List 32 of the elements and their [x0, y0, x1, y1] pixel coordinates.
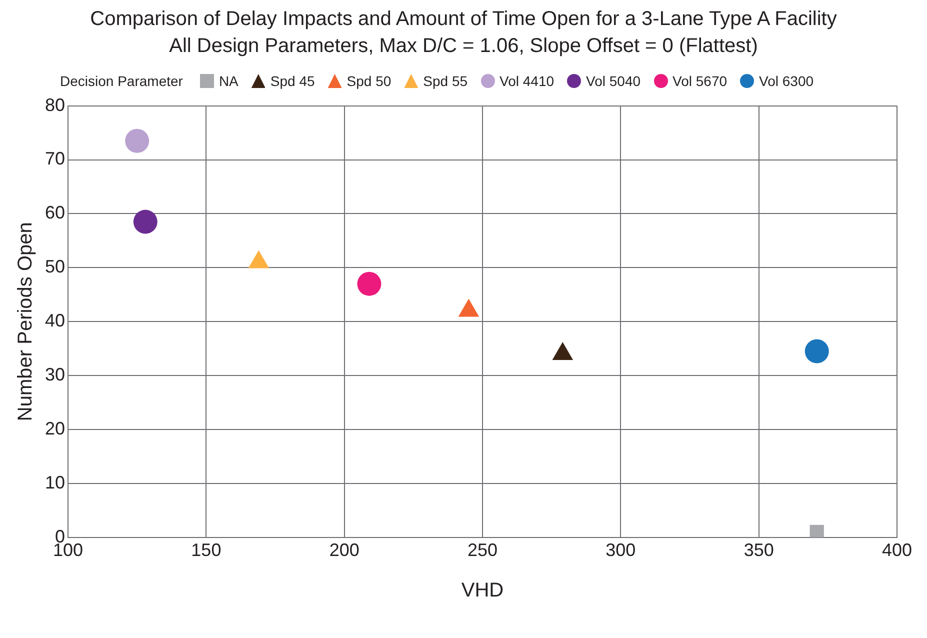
chart-subtitle: All Design Parameters, Max D/C = 1.06, Slope Offset = 0 (Flattest)	[168, 34, 759, 59]
y-axis-title: Number Periods Open	[14, 222, 37, 422]
legend-title: Decision Parameter	[60, 73, 183, 89]
point	[125, 128, 150, 153]
y-tick-label: 70	[44, 148, 66, 169]
point	[133, 210, 158, 234]
legend-label: Spd 50	[346, 73, 392, 89]
point	[357, 272, 382, 296]
x-axis-title: VHD	[461, 580, 504, 602]
y-tick-label: 20	[44, 418, 66, 438]
chart-title: Comparison of Delay Impacts and Amount of Time Open for a 3-Lane Type A Facility	[89, 7, 838, 32]
y-tick-label: 60	[44, 202, 66, 223]
y-tick-label: 30	[44, 364, 66, 385]
x-tick-label: 250	[467, 540, 498, 560]
y-tick-label: 80	[44, 94, 66, 115]
point	[810, 524, 824, 538]
legend-label: Vol 6300	[759, 73, 814, 89]
x-tick-label: 300	[606, 540, 636, 560]
x-tick-label: 200	[329, 540, 360, 560]
x-tick-label: 150	[191, 540, 222, 560]
legend-label: Vol 5040	[586, 73, 641, 89]
x-tick-label: 350	[744, 540, 774, 560]
legend-label: NA	[218, 73, 238, 89]
point	[804, 339, 829, 364]
legend-label: Spd 55	[423, 73, 468, 89]
legend-label: Vol 5670	[672, 73, 728, 89]
legend-label: Spd 45	[270, 73, 315, 89]
y-tick-label: 40	[44, 310, 66, 331]
x-tick-label: 400	[882, 540, 912, 560]
y-tick-label: 50	[44, 256, 66, 277]
legend-label: Vol 4410	[500, 73, 554, 89]
y-tick-label: 10	[44, 472, 66, 492]
